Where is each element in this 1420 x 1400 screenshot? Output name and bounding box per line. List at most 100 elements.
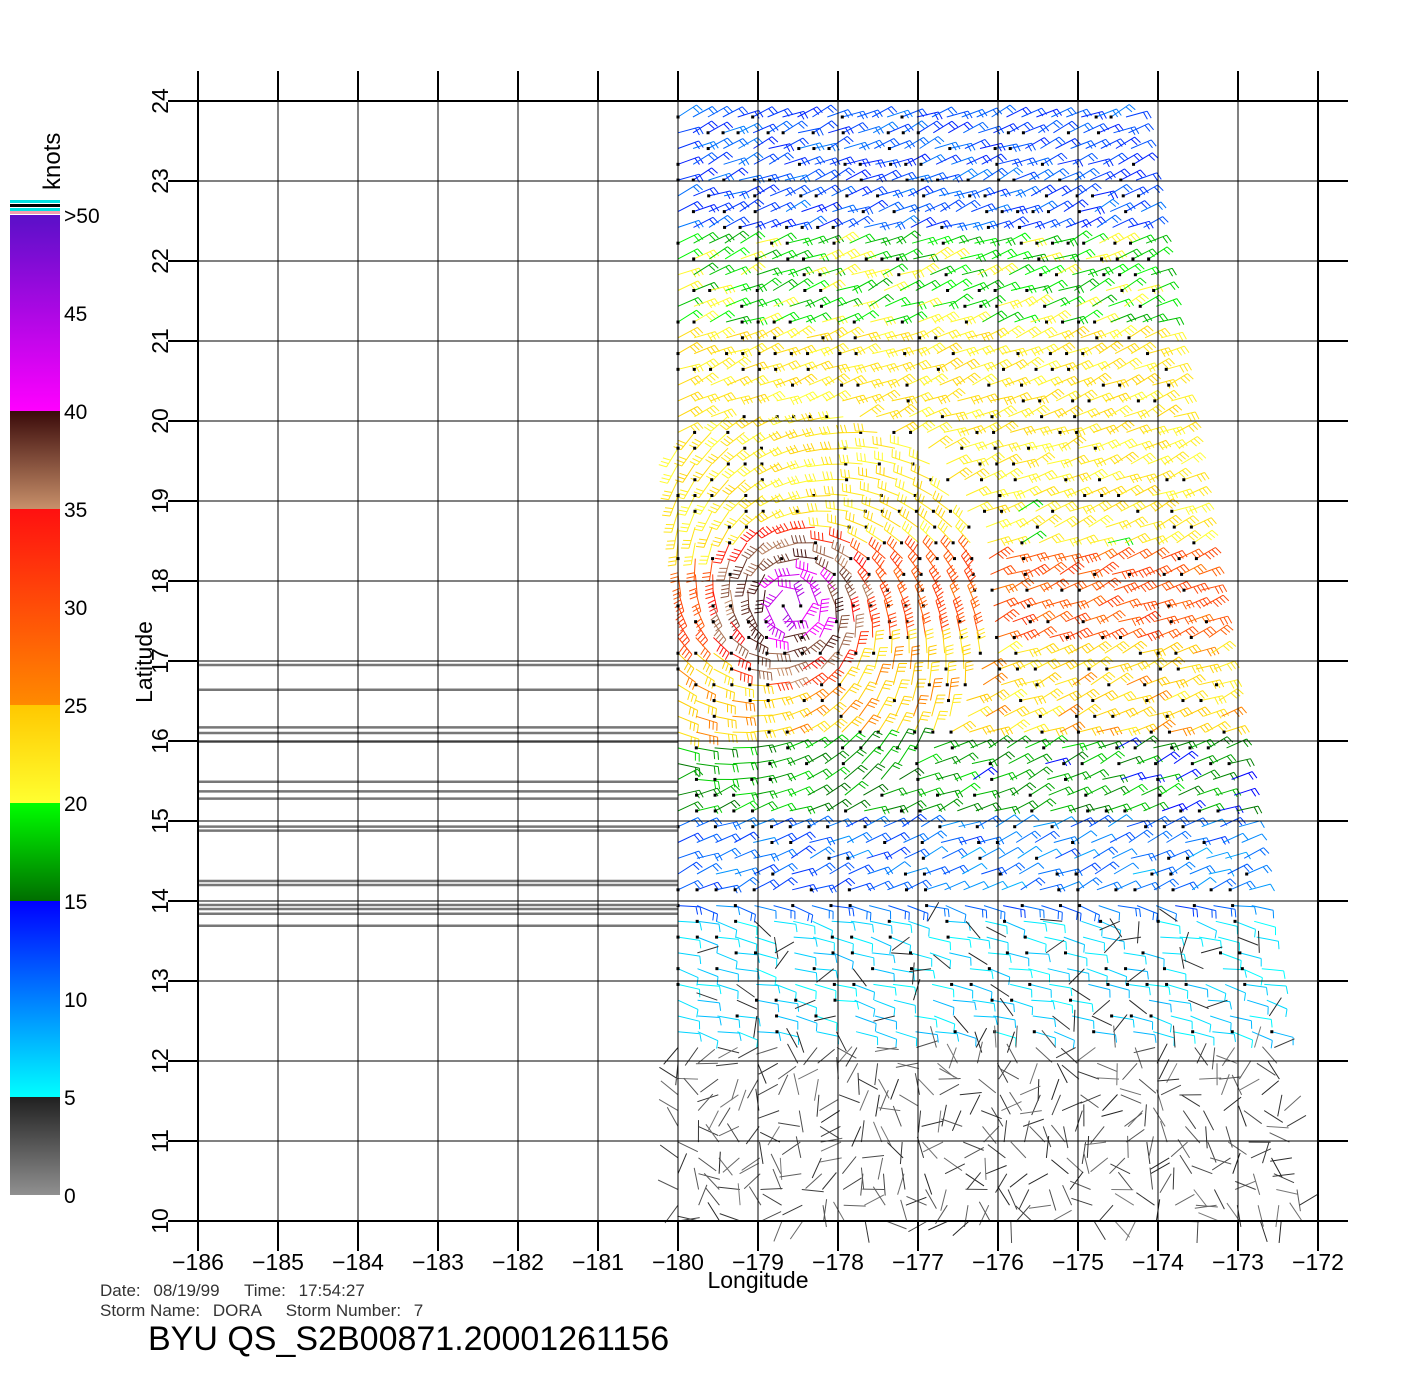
wind-barb — [677, 747, 700, 762]
rain-flag-marker — [750, 809, 754, 813]
rain-flag-marker — [1105, 667, 1109, 671]
rain-flag-marker — [987, 967, 991, 971]
wind-barb — [1166, 983, 1189, 999]
rain-flag-marker — [945, 919, 949, 923]
wind-barb — [973, 611, 984, 638]
wind-barb — [925, 1189, 937, 1209]
wind-barb — [930, 1026, 937, 1048]
wind-barb — [1261, 1080, 1280, 1096]
wind-barb — [1190, 1015, 1212, 1033]
wind-barb — [787, 249, 814, 260]
wind-barb — [1017, 659, 1043, 670]
date-value: 08/19/99 — [153, 1281, 219, 1300]
rain-flag-marker — [1182, 588, 1186, 592]
wind-barb — [1059, 721, 1086, 733]
wind-barb — [1135, 266, 1162, 276]
wind-barb — [1277, 1094, 1283, 1117]
wind-barb — [840, 468, 864, 481]
rain-flag-marker — [864, 257, 868, 261]
rain-flag-marker — [993, 446, 997, 450]
wind-barb — [716, 558, 731, 581]
wind-barb — [1133, 1047, 1156, 1054]
wind-barb — [998, 1060, 1012, 1080]
rain-flag-marker — [919, 572, 923, 576]
rain-flag-marker — [852, 982, 856, 986]
rain-flag-marker — [1243, 982, 1247, 986]
wind-barb — [1172, 1167, 1175, 1190]
rain-flag-marker — [775, 1030, 779, 1034]
wind-barb — [1173, 411, 1200, 422]
rain-flag-marker — [747, 635, 751, 639]
rain-flag-marker — [806, 352, 810, 356]
wind-barb — [717, 1047, 740, 1054]
rain-flag-marker — [1003, 919, 1007, 923]
wind-barb — [860, 159, 886, 168]
wind-barb — [944, 437, 971, 449]
wind-barb — [998, 846, 1024, 859]
wind-barb — [1047, 610, 1074, 623]
wind-barb — [958, 821, 985, 830]
rain-flag-marker — [841, 746, 845, 750]
rain-flag-marker — [903, 872, 907, 876]
rain-flag-marker — [713, 793, 717, 797]
wind-barb — [891, 646, 904, 670]
rain-flag-marker — [918, 557, 922, 561]
wind-barb — [862, 1155, 885, 1159]
wind-barb — [1159, 1173, 1172, 1193]
rain-flag-marker — [1038, 399, 1042, 403]
rain-flag-marker — [789, 840, 793, 844]
wind-barb — [782, 605, 795, 631]
rain-flag-marker — [766, 699, 770, 703]
wind-barb — [710, 605, 723, 632]
wind-barb — [900, 595, 912, 622]
wind-barb — [839, 683, 862, 701]
wind-barb — [982, 488, 1009, 499]
wind-barb — [1183, 582, 1210, 594]
wind-barb — [932, 580, 944, 607]
wind-barb — [770, 772, 797, 782]
wind-barb — [1097, 454, 1123, 465]
rain-flag-marker — [1035, 525, 1039, 529]
rain-flag-marker — [691, 210, 695, 214]
wind-barb — [905, 867, 932, 875]
wind-barb — [1068, 968, 1085, 985]
rain-flag-marker — [1078, 904, 1082, 908]
wind-barb — [1051, 816, 1078, 828]
rain-flag-marker — [1144, 825, 1148, 829]
rain-flag-marker — [800, 651, 804, 655]
wind-barb — [1042, 1126, 1052, 1148]
wind-barb — [863, 509, 884, 528]
wind-barb — [1171, 505, 1198, 516]
rain-flag-marker — [845, 478, 849, 482]
wind-barb — [1210, 754, 1237, 765]
wind-barb — [1158, 920, 1181, 935]
wind-barb — [677, 832, 704, 843]
wind-barb — [906, 1195, 927, 1206]
wind-barb — [1010, 1220, 1013, 1244]
wind-barb — [735, 936, 758, 953]
wind-barb — [858, 697, 880, 717]
rain-flag-marker — [998, 494, 1002, 498]
rain-flag-marker — [935, 557, 939, 561]
wind-barb — [795, 1136, 802, 1159]
rain-flag-marker — [1028, 982, 1032, 986]
wind-barb — [896, 492, 917, 512]
wind-barb — [849, 233, 876, 244]
wind-barb — [1178, 663, 1204, 674]
wind-barb — [787, 1043, 799, 1064]
wind-barb — [856, 362, 883, 373]
wind-barb — [1026, 753, 1053, 765]
rain-flag-marker — [950, 982, 954, 986]
rain-flag-marker — [1133, 746, 1137, 750]
wind-barb — [1156, 514, 1182, 528]
wind-barb — [954, 1031, 977, 1047]
rain-flag-marker — [889, 162, 893, 166]
wind-barb — [1014, 314, 1041, 324]
rain-flag-marker — [1025, 951, 1029, 955]
wind-barb — [952, 595, 964, 622]
wind-barb — [718, 1047, 738, 1059]
wind-barb — [1237, 936, 1259, 946]
wind-barb — [1006, 1043, 1018, 1064]
rain-flag-marker — [1167, 604, 1171, 608]
wind-barb — [867, 866, 894, 876]
